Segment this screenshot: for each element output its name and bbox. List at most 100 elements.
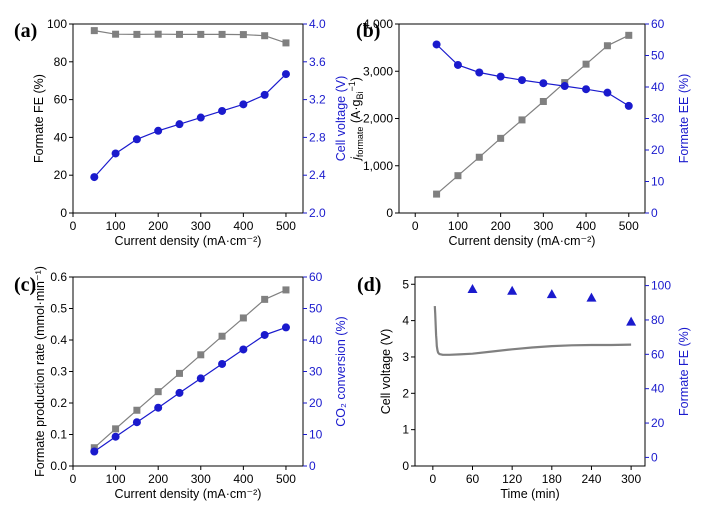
- data-point-cell-voltage: [239, 100, 248, 109]
- y-tick-label: 0: [386, 206, 393, 220]
- data-point-formate-ee: [518, 76, 526, 85]
- y2-tick-label: 10: [651, 175, 665, 189]
- y2-axis-label: Cell voltage (V): [334, 76, 348, 161]
- y2-tick-label: 20: [309, 396, 323, 410]
- y-axis-label-unit-superscript: −1: [347, 81, 357, 91]
- y-tick-label: 60: [54, 93, 68, 107]
- data-point-formate-fe: [546, 289, 557, 299]
- y-tick-label: 0: [402, 459, 409, 473]
- panel-a: (a) Current density (mA·cm⁻²) Formate FE…: [14, 17, 348, 248]
- y-axis-label-unit-close: ): [349, 77, 363, 81]
- data-point-j-formate: [603, 42, 611, 50]
- y-tick-label: 0.0: [50, 459, 67, 473]
- data-point-formate-ee: [560, 82, 569, 91]
- data-point-co2-conversion: [218, 359, 227, 368]
- x-tick-label: 500: [276, 472, 296, 486]
- y2-tick-label: 40: [309, 333, 323, 347]
- x-tick-label: 500: [276, 219, 296, 233]
- y2-axis-label: Formate EE (%): [677, 74, 691, 164]
- y-tick-label: 80: [54, 55, 68, 69]
- y-tick-label: 5: [402, 277, 409, 291]
- data-point-j-formate: [539, 97, 547, 105]
- y2-tick-label: 40: [651, 382, 665, 396]
- panel-label-a: (a): [14, 20, 37, 42]
- panel-d: (d) Time (min) Cell voltage (V) Formate …: [357, 274, 691, 501]
- y-axis-label-symbol: j: [349, 156, 363, 162]
- data-point-formate-fe: [218, 30, 226, 38]
- y-tick-label: 20: [54, 168, 68, 182]
- data-point-formate-ee: [539, 79, 548, 88]
- data-point-production-rate: [133, 406, 141, 414]
- x-axis-label: Current density (mA·cm⁻²): [115, 487, 262, 501]
- data-point-formate-fe: [626, 316, 637, 326]
- y2-tick-label: 60: [651, 17, 665, 31]
- y2-tick-label: 10: [309, 428, 323, 442]
- x-tick-label: 0: [70, 472, 77, 486]
- data-point-production-rate: [261, 295, 269, 303]
- y-tick-label: 0.1: [50, 428, 67, 442]
- y-tick-label: 1,000: [363, 159, 393, 173]
- data-point-formate-fe: [90, 27, 98, 35]
- panel-label-b: (b): [356, 20, 380, 42]
- data-point-formate-ee: [453, 60, 462, 69]
- y-axis-label-unit: (A·g: [349, 99, 363, 126]
- x-tick-label: 100: [106, 472, 126, 486]
- y2-axis-label: CO₂ conversion (%): [334, 316, 348, 426]
- data-point-formate-fe: [467, 284, 478, 294]
- data-point-production-rate: [197, 351, 205, 359]
- y2-axis-label: Formate FE (%): [677, 327, 691, 416]
- y2-tick-label: 100: [651, 279, 671, 293]
- plot-frame: [72, 276, 304, 467]
- y2-tick-label: 30: [309, 365, 323, 379]
- plot-frame: [414, 276, 646, 467]
- data-point-formate-fe: [282, 39, 290, 47]
- data-point-j-formate: [454, 172, 462, 180]
- series-line-co2-conversion: [93, 326, 287, 452]
- data-point-formate-ee: [475, 68, 484, 77]
- data-point-co2-conversion: [281, 323, 290, 332]
- data-point-co2-conversion: [90, 447, 99, 456]
- y-tick-label: 2: [402, 386, 409, 400]
- y2-tick-label: 0: [309, 459, 316, 473]
- series-line-cell-voltage: [93, 73, 287, 178]
- y2-tick-label: 50: [651, 49, 665, 63]
- data-point-cell-voltage: [111, 149, 120, 158]
- y-tick-label: 100: [47, 17, 67, 31]
- data-point-formate-ee: [432, 40, 441, 49]
- x-tick-label: 200: [148, 219, 168, 233]
- x-tick-label: 300: [533, 219, 553, 233]
- data-point-j-formate: [475, 153, 483, 161]
- series-line-cell-voltage: [433, 306, 632, 356]
- y2-tick-label: 40: [651, 80, 665, 94]
- panel-b: (b) Current density (mA·cm⁻²) jformate (…: [347, 17, 691, 248]
- data-point-co2-conversion: [111, 432, 120, 441]
- x-tick-label: 200: [148, 472, 168, 486]
- data-point-cell-voltage: [281, 70, 290, 79]
- data-point-co2-conversion: [239, 345, 248, 354]
- y-axis-label: Formate FE (%): [32, 74, 46, 163]
- x-tick-label: 180: [542, 472, 562, 486]
- data-point-formate-fe: [175, 30, 183, 38]
- data-point-formate-fe: [586, 292, 597, 302]
- y2-tick-label: 3.6: [309, 55, 326, 69]
- x-tick-label: 200: [491, 219, 511, 233]
- data-point-formate-fe: [239, 31, 247, 39]
- x-tick-label: 300: [621, 472, 641, 486]
- data-point-production-rate: [282, 286, 290, 294]
- y2-tick-label: 60: [651, 347, 665, 361]
- series-line-formate-fe: [94, 30, 287, 44]
- data-point-j-formate: [582, 60, 590, 68]
- data-point-cell-voltage: [260, 90, 269, 99]
- y-tick-label: 0.6: [50, 270, 67, 284]
- x-tick-label: 0: [412, 219, 419, 233]
- y-tick-label: 0.3: [50, 365, 67, 379]
- x-axis-label: Current density (mA·cm⁻²): [115, 234, 262, 248]
- y2-tick-label: 0: [651, 450, 658, 464]
- series-line-formate-ee: [436, 44, 630, 107]
- data-point-co2-conversion: [132, 418, 141, 427]
- y-tick-label: 0.2: [50, 396, 67, 410]
- data-point-cell-voltage: [154, 126, 163, 135]
- x-tick-label: 500: [619, 219, 639, 233]
- data-point-cell-voltage: [218, 106, 227, 115]
- data-point-formate-ee: [496, 72, 505, 81]
